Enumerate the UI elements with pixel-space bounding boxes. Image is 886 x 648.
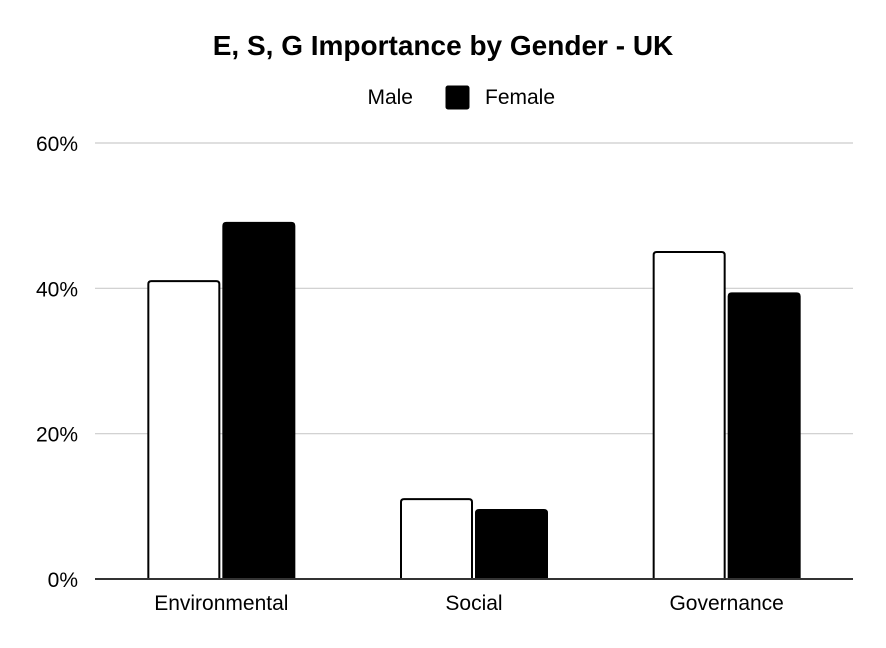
y-tick-label: 40% bbox=[36, 278, 78, 301]
x-category-label: Environmental bbox=[154, 592, 288, 615]
y-axis-tick-labels: 0% 20% 40% 60% bbox=[36, 133, 78, 592]
x-axis-category-labels: Environmental Social Governance bbox=[154, 592, 784, 615]
bar-female-environmental bbox=[222, 221, 296, 580]
bar-male-social bbox=[400, 498, 473, 580]
legend-label-male: Male bbox=[367, 86, 413, 109]
y-tick-label: 20% bbox=[36, 424, 78, 447]
y-tick-label: 60% bbox=[36, 133, 78, 156]
chart-legend: Male Female bbox=[367, 85, 555, 110]
gridlines bbox=[95, 142, 853, 435]
bar-male-governance bbox=[652, 251, 726, 580]
legend-label-female: Female bbox=[485, 86, 555, 109]
x-category-label: Governance bbox=[669, 592, 783, 615]
bars bbox=[147, 221, 801, 580]
y-tick-label: 0% bbox=[48, 569, 78, 592]
chart-title: E, S, G Importance by Gender - UK bbox=[213, 30, 674, 61]
legend-swatch-female bbox=[445, 85, 470, 110]
x-category-label: Social bbox=[445, 592, 502, 615]
bar-female-governance bbox=[727, 292, 801, 580]
bar-male-environmental bbox=[147, 280, 221, 580]
bar-female-social bbox=[475, 508, 548, 580]
